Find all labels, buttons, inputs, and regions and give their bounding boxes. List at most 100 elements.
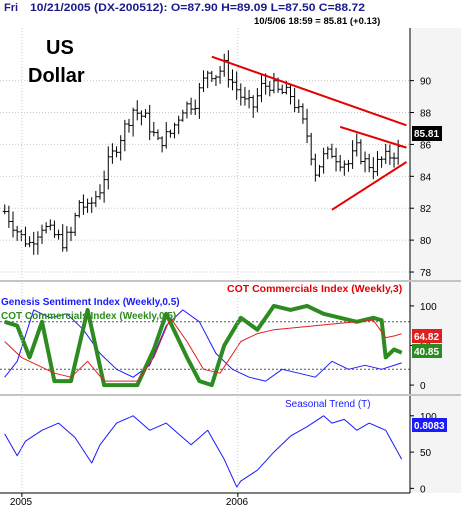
price-bar — [230, 69, 235, 91]
price-bar — [106, 146, 111, 190]
last-price-value: 85.81 — [414, 129, 439, 140]
seasonal-panel: 0 50 100 — [4, 396, 461, 495]
price-bar — [155, 129, 160, 141]
cot-panel-title: COT Commercials Index (Weekly,3) — [227, 283, 402, 295]
price-bar — [379, 156, 384, 168]
cot-green-last-value: 40.85 — [414, 347, 439, 358]
price-bar — [238, 83, 243, 106]
chart-title-line2: Dollar — [28, 65, 85, 87]
price-bar — [342, 160, 347, 176]
header-ohlc: 10/21/2005 (DX-200512): O=87.90 H=89.09 … — [30, 2, 365, 14]
price-bar — [27, 236, 32, 248]
cot-series-line — [4, 309, 402, 382]
price-bar — [44, 222, 49, 234]
price-bar — [255, 87, 260, 113]
price-bar — [2, 204, 7, 215]
seasonal-tick-label: 0 — [420, 484, 426, 495]
price-tick-label: 86 — [420, 140, 432, 151]
price-bar — [367, 153, 372, 173]
legend-cot-0-5: COT Commercials Index (Weekly,0.5) — [1, 311, 176, 322]
price-bar — [317, 164, 322, 178]
price-bar — [64, 226, 69, 252]
price-bar — [118, 135, 123, 161]
price-axis-background — [410, 28, 461, 280]
price-bar — [251, 95, 256, 118]
x-tick-label: 2005 — [10, 497, 33, 508]
price-bar — [383, 143, 388, 164]
seasonal-series-line — [4, 415, 403, 488]
cot-series-line — [4, 303, 403, 388]
price-bar — [218, 65, 223, 84]
price-bar — [193, 99, 198, 116]
price-bar — [151, 121, 156, 137]
price-bar — [247, 89, 252, 109]
price-bar — [48, 219, 53, 231]
price-bar — [52, 220, 57, 238]
price-bar — [296, 99, 301, 113]
seasonal-tick-label: 50 — [420, 448, 432, 459]
legend-genesis: Genesis Sentiment Index (Weekly,0.5) — [1, 297, 180, 308]
price-bar — [81, 194, 86, 215]
price-bar — [89, 197, 94, 213]
price-bar — [110, 143, 115, 164]
cot-red-last-value: 64.82 — [414, 332, 439, 343]
price-bar — [114, 146, 119, 158]
price-bar — [321, 147, 326, 174]
price-bar — [280, 84, 285, 95]
price-bar — [271, 72, 276, 94]
x-axis: 2005 2006 — [0, 28, 410, 508]
price-bar — [205, 70, 210, 89]
price-panel: 78 80 82 84 86 88 90 — [0, 28, 461, 396]
price-bar — [197, 83, 202, 119]
price-bar — [325, 146, 330, 160]
price-bar — [102, 170, 107, 203]
price-bar — [392, 152, 397, 168]
price-bar — [201, 70, 206, 92]
seasonal-axis-background — [410, 396, 461, 493]
cot-red-last-label: 64.82 — [412, 329, 442, 343]
trendline — [339, 125, 407, 149]
price-bar — [309, 132, 314, 166]
price-bar — [77, 200, 82, 218]
price-tick-label: 84 — [420, 172, 432, 183]
price-bar — [147, 104, 152, 141]
price-bar — [267, 81, 272, 97]
price-bar — [6, 205, 11, 228]
price-bar — [180, 109, 185, 122]
price-bar — [93, 190, 98, 208]
price-bar — [263, 73, 268, 95]
price-bar — [40, 224, 45, 244]
price-bar — [292, 87, 297, 113]
price-bar — [160, 136, 165, 153]
price-bar — [85, 198, 90, 213]
price-bar — [189, 97, 194, 115]
price-bar — [73, 212, 78, 237]
cot-tick-label: 100 — [420, 302, 437, 313]
price-bar — [168, 129, 173, 138]
price-bar — [126, 118, 131, 133]
price-bar — [213, 75, 218, 86]
last-price-label: 85.81 — [412, 126, 442, 141]
seasonal-last-label: 0.8083 — [412, 418, 447, 432]
price-bar — [143, 109, 148, 118]
price-bar — [354, 133, 359, 157]
price-bar — [226, 50, 231, 88]
price-tick-label: 80 — [420, 236, 432, 247]
cot-series-line — [4, 317, 402, 382]
price-bar — [375, 151, 380, 176]
header-quote: 10/5/06 18:59 = 85.81 (+0.13) — [254, 16, 380, 27]
price-bar — [313, 153, 318, 182]
price-bar — [184, 101, 189, 119]
price-bar — [139, 110, 144, 126]
price-bar — [31, 231, 36, 255]
price-bar — [358, 139, 363, 165]
price-bar — [122, 119, 127, 152]
header-day: Fri — [4, 2, 18, 14]
price-bar — [387, 144, 392, 165]
price-bar — [164, 122, 169, 149]
price-bar — [334, 147, 339, 172]
price-bar — [56, 229, 61, 240]
price-bar — [242, 86, 247, 106]
